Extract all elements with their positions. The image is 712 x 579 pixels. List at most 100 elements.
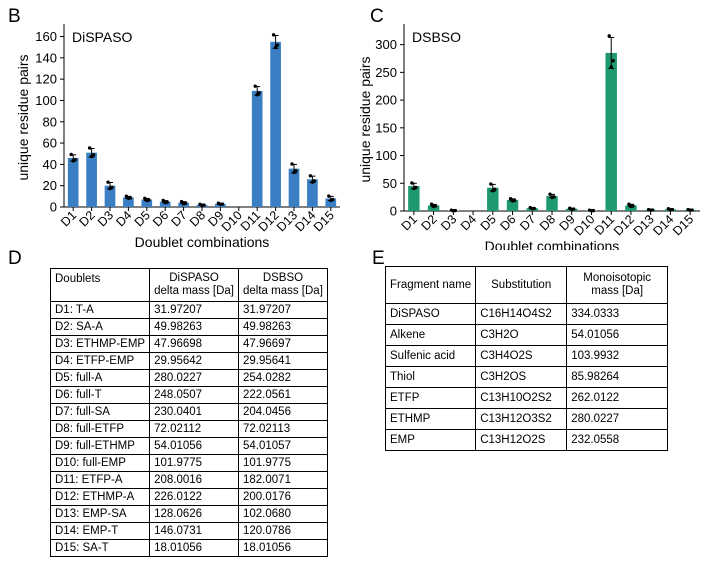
table-cell: 31.97207	[238, 301, 328, 319]
table-cell: D13: EMP-SA	[49, 505, 151, 523]
table-row: D6: full-T 248.0507 222.0561	[49, 386, 328, 404]
x-tick-label: D2	[419, 212, 440, 233]
table-cell: D5: full-A	[49, 369, 151, 387]
table-cell: 254.0282	[238, 369, 328, 387]
header-line: delta mass [Da]	[243, 285, 323, 297]
bar-d5	[141, 199, 153, 207]
replicate-dot	[108, 186, 112, 191]
table-row: D15: SA-T 18.01056 18.01056	[49, 539, 328, 557]
table-cell: 128.0626	[149, 505, 239, 523]
replicate-dot	[69, 152, 73, 157]
replicate-dot	[143, 196, 147, 201]
table-cell: 146.0731	[149, 522, 239, 540]
x-tick-label: D4	[458, 212, 479, 233]
table-row: D10: full-EMP 101.9775 101.9775	[49, 454, 328, 472]
bar-d4	[123, 197, 134, 207]
table-cell: 182.0071	[238, 471, 328, 489]
table-cell: 232.0558	[566, 429, 669, 451]
table-cell: 101.9775	[149, 454, 239, 472]
replicate-dot	[648, 208, 653, 212]
y-tick-label: 150	[375, 120, 397, 135]
table-cell: C13H12O3S2	[475, 408, 568, 430]
table-row: D9: full-ETHMP 54.01056 54.01057	[49, 437, 328, 455]
table-cell: 101.9775	[238, 454, 328, 472]
y-tick-label: 160	[35, 29, 57, 44]
y-tick-label: 0	[50, 200, 57, 215]
replicate-dot	[410, 181, 414, 185]
table-cell: C13H12O2S	[475, 429, 568, 451]
header-line: Monoisotopic	[583, 272, 652, 284]
table-cell: 18.01056	[149, 539, 239, 557]
replicate-dot	[431, 204, 436, 209]
header-line: mass [Da]	[591, 285, 644, 297]
replicate-dot	[327, 194, 331, 198]
table-cell: D8: full-ETFP	[49, 420, 151, 438]
table-cell: D7: full-SA	[49, 403, 151, 421]
replicate-dot	[611, 59, 615, 63]
replicate-dot	[200, 203, 204, 208]
table-row: D1: T-A 31.97207 31.97207	[49, 301, 328, 319]
replicate-dot	[668, 208, 673, 212]
table-cell: ETHMP	[384, 408, 477, 430]
bar-d3	[104, 185, 116, 207]
bar-d1	[67, 157, 79, 207]
y-tick-label: 140	[35, 50, 57, 65]
replicate-dot	[451, 208, 456, 213]
x-tick-label: D6	[497, 212, 518, 233]
header-cell: Substitution	[475, 266, 568, 304]
table-cell: 103.9932	[566, 345, 669, 367]
table-cell: D2: SA-A	[49, 318, 151, 336]
table-cell: 54.01056	[566, 324, 669, 346]
table-cell: 54.01057	[238, 437, 328, 455]
header-line: Doublets	[55, 273, 101, 285]
table-cell: 280.0227	[149, 369, 239, 387]
replicate-dot	[106, 180, 110, 184]
bar-d5	[487, 187, 499, 211]
y-tick-label: 300	[375, 37, 397, 52]
table-cell: C3H2OS	[475, 366, 568, 388]
replicate-dot	[292, 170, 296, 175]
table-cell: Thiol	[384, 366, 477, 388]
replicate-dot	[412, 186, 416, 191]
replicate-dot	[629, 204, 633, 209]
panel-label-d: D	[8, 248, 22, 269]
y-tick-label: 0	[390, 204, 397, 219]
table-row: D11: ETFP-A 208.0016 182.0071	[49, 471, 328, 489]
header-cell: Fragment name	[384, 266, 477, 304]
replicate-dot	[71, 159, 75, 163]
replicate-dot	[145, 198, 149, 203]
chart-title: DiSPASO	[72, 29, 133, 45]
table-row: EMP C13H12O2S 232.0558	[384, 429, 669, 451]
replicate-dot	[491, 189, 495, 193]
bar-d6	[506, 199, 519, 211]
bar-d12	[625, 205, 637, 211]
bar-d1	[408, 186, 420, 211]
table-cell: 47.96697	[238, 335, 328, 353]
replicate-dot	[290, 162, 294, 166]
bar-d13	[288, 168, 300, 207]
table-cell: 262.0122	[566, 387, 669, 409]
x-axis-label: Doublet combinations	[135, 234, 270, 250]
doublets-table: Doublets DiSPASO delta mass [Da] DSBSO delta…	[49, 268, 328, 557]
table-cell: 120.0786	[238, 522, 328, 540]
replicate-dot	[308, 174, 313, 178]
bar-d2	[86, 152, 97, 207]
panel-label-c: C	[370, 6, 384, 27]
replicate-dot	[89, 154, 94, 159]
y-tick-label: 100	[375, 148, 397, 163]
replicate-dot	[489, 182, 493, 186]
bar-d6	[159, 201, 171, 207]
table-row: D4: ETFP-EMP 29.95642 29.95641	[49, 352, 328, 370]
bar-d11	[605, 52, 617, 211]
fragments-table: Fragment name Substitution Monoisotopic mas…	[384, 266, 669, 451]
table-cell: 200.0176	[238, 488, 328, 506]
bar-d2	[427, 205, 440, 211]
table-cell: 47.96698	[149, 335, 239, 353]
chart-title: DSBSO	[412, 29, 461, 45]
table-cell: D1: T-A	[49, 301, 151, 319]
table-cell: 280.0227	[566, 408, 669, 430]
table-cell: D6: full-T	[49, 386, 151, 404]
table-row: D8: full-ETFP 72.02112 72.02113	[49, 420, 328, 438]
table-cell: D11: ETFP-A	[49, 471, 151, 489]
y-tick-label: 40	[43, 157, 57, 172]
